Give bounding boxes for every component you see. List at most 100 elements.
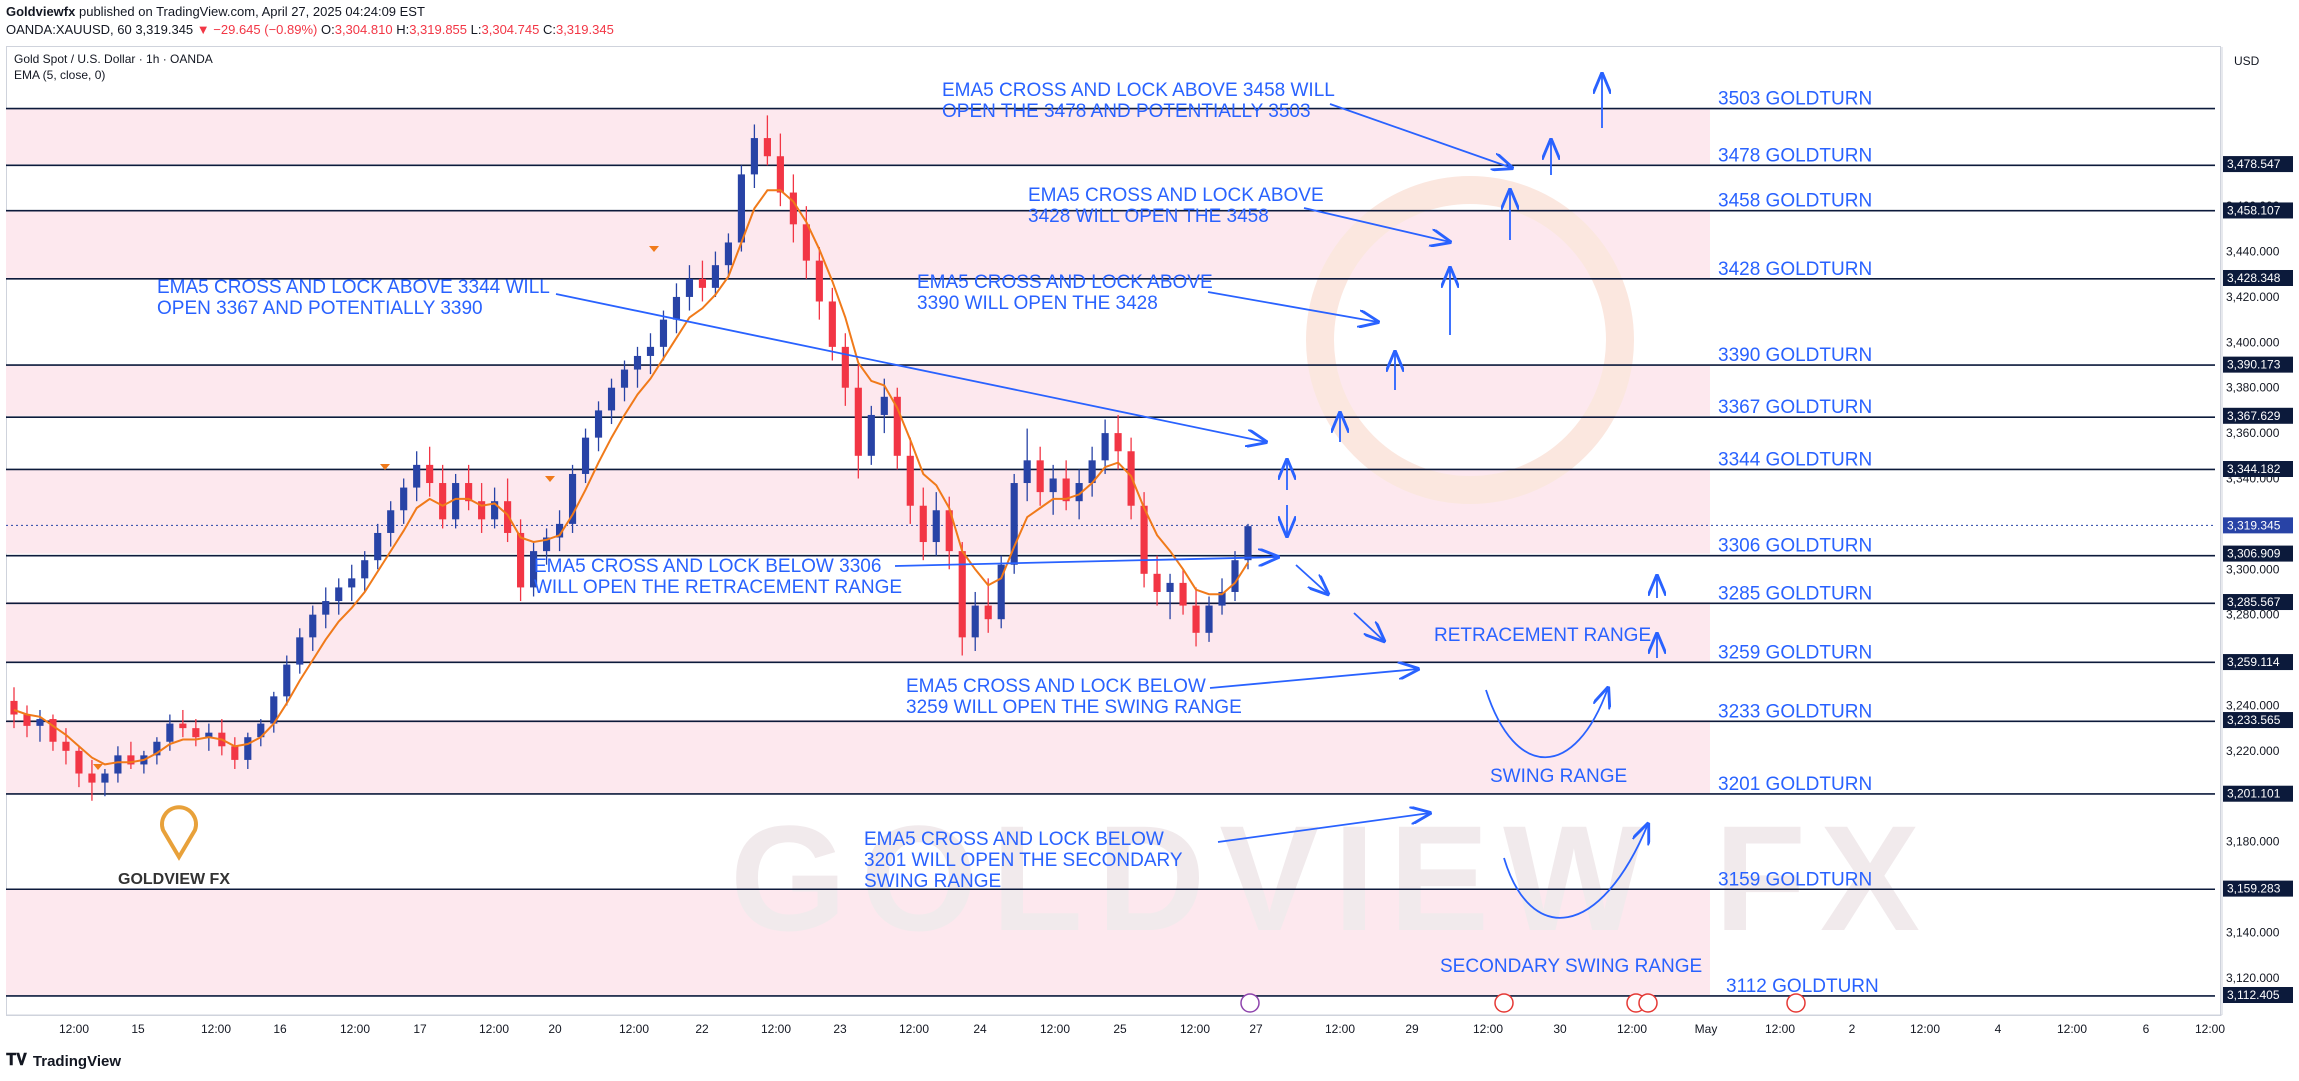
tradingview-footer[interactable]: 𝐓𝐕 TradingView (6, 1052, 121, 1070)
candle-down (49, 719, 57, 742)
candle-up (1166, 582, 1174, 592)
candle-down (893, 396, 901, 456)
x-tick-label: 6 (2143, 1022, 2150, 1036)
candle-down (1062, 478, 1070, 502)
publisher-name[interactable]: Goldviewfx (6, 4, 76, 19)
watermark-text: GOLDVIEW FX (730, 794, 1934, 962)
price-tag (2223, 407, 2293, 424)
candle-down (231, 746, 239, 760)
candle-up (1218, 591, 1226, 606)
x-tick-label: May (1695, 1022, 1718, 1036)
x-tick-label: 15 (131, 1022, 145, 1036)
candle-up (153, 741, 161, 756)
price-tag (2223, 545, 2293, 562)
candle-down (75, 750, 83, 774)
candle-up (646, 346, 655, 356)
goldturn-label: 3458 GOLDTURN (1718, 191, 1872, 212)
candle-down (478, 501, 486, 520)
x-tick-label: 12:00 (1325, 1022, 1355, 1036)
annotation-a3458-line: EMA5 CROSS AND LOCK ABOVE 3458 WILL (942, 80, 1335, 101)
candle-up (36, 719, 44, 726)
x-tick-label: 12:00 (1473, 1022, 1503, 1036)
price-tag-label: 3,319.345 (2227, 518, 2281, 532)
annotation-arrow (1303, 207, 1450, 242)
down-step-arrow (1353, 612, 1384, 641)
annotation-a3458-line: OPEN THE 3478 AND POTENTIALLY 3503 (942, 101, 1311, 122)
pink-band (6, 210, 1710, 279)
high-label: H: (396, 22, 410, 37)
x-tick-label: 12:00 (2057, 1022, 2087, 1036)
price-tag (2223, 712, 2293, 729)
y-tick-label: 3,240.000 (2226, 698, 2280, 712)
x-tick-label: 17 (413, 1022, 427, 1036)
candle-up (387, 510, 395, 533)
x-tick-label: 4 (1995, 1022, 2002, 1036)
annotation-a3306-line: EMA5 CROSS AND LOCK BELOW 3306 (534, 556, 881, 577)
candle-down (854, 387, 862, 456)
x-tick-label: 25 (1113, 1022, 1127, 1036)
swing-range-curve (1485, 688, 1608, 759)
candle-up (491, 501, 499, 520)
price-tag-label: 3,233.565 (2227, 713, 2281, 727)
open-value: 3,304.810 (334, 22, 393, 37)
legend-title: Gold Spot / U.S. Dollar · 1h · OANDA (14, 52, 213, 66)
close-label: C: (542, 22, 556, 37)
price-chart[interactable]: GOLDVIEW FX 3503 GOLDTURN 3478 GOLDTURN 345… (0, 0, 2299, 1045)
price-tag-label: 3,259.114 (2227, 655, 2280, 669)
annotation-a3259-line: 3259 WILL OPEN THE SWING RANGE (906, 697, 1242, 718)
candle-down (919, 505, 927, 543)
candle-up (296, 637, 304, 665)
down-step-arrow (1295, 564, 1328, 594)
annotation-a3390-line: EMA5 CROSS AND LOCK ABOVE (917, 272, 1213, 293)
candle-up (322, 601, 330, 615)
tradingview-logo-icon: 𝐓𝐕 (6, 1052, 27, 1069)
price-tag-label: 3,367.629 (2227, 409, 2281, 423)
pink-band (6, 888, 1710, 996)
candle-up (659, 319, 668, 347)
x-tick-label: 16 (273, 1022, 287, 1036)
candle-down (1140, 505, 1148, 574)
candle-up (244, 737, 252, 760)
y-tick-label: 3,380.000 (2226, 381, 2280, 395)
price-tag-label: 3,344.182 (2227, 462, 2281, 476)
candle-down (10, 700, 18, 715)
low-value: 3,304.745 (481, 22, 540, 37)
x-tick-label: 12:00 (619, 1022, 649, 1036)
candle-down (1036, 460, 1044, 493)
candle-up (672, 296, 681, 320)
candle-down (984, 605, 992, 620)
symbol-label: OANDA:XAUUSD, 60 (6, 22, 132, 37)
candle-up (1010, 483, 1018, 565)
x-tick-label: 22 (695, 1022, 709, 1036)
goldturn-label: 3259 GOLDTURN (1718, 642, 1872, 663)
x-tick-label: 12:00 (1180, 1022, 1210, 1036)
candle-up (867, 414, 875, 456)
goldview-logo-icon (160, 805, 198, 861)
low-label: L: (470, 22, 482, 37)
x-tick-label: 30 (1553, 1022, 1567, 1036)
candle-down (815, 260, 823, 302)
event-icon (1638, 993, 1658, 1013)
candle-up (530, 551, 538, 588)
annotation-a3306-line: WILL OPEN THE RETRACEMENT RANGE (534, 577, 902, 598)
candle-down (439, 483, 447, 520)
annotation-arrow (1207, 291, 1378, 322)
candle-up (270, 696, 278, 724)
candle-down (828, 301, 836, 347)
candle-down (23, 714, 31, 726)
range-label-secondary: SECONDARY SWING RANGE (1440, 956, 1702, 977)
price-tag (2223, 461, 2293, 478)
candle-up (1088, 460, 1096, 484)
candle-up (997, 564, 1005, 620)
annotation-a3201-line: SWING RANGE (864, 871, 1001, 892)
candle-down (62, 741, 70, 751)
y-tick-label: 3,420.000 (2226, 290, 2280, 304)
candle-down (426, 464, 434, 484)
pink-band (6, 719, 1710, 794)
open-label: O: (320, 22, 335, 37)
price-tag (2223, 594, 2293, 611)
x-tick-label: 12:00 (2195, 1022, 2225, 1036)
price-tag-label: 3,478.547 (2227, 157, 2281, 171)
candle-up (1205, 605, 1213, 633)
high-value: 3,319.855 (409, 22, 468, 37)
